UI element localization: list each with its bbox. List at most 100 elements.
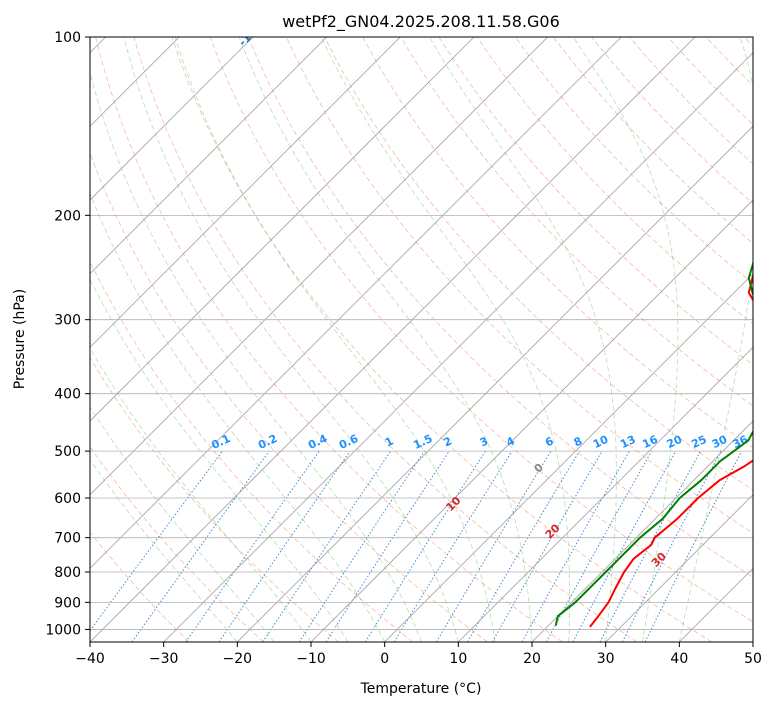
x-tick-label: 20: [523, 651, 541, 667]
moist-adiabat-label: 0: [532, 461, 546, 476]
mixing-ratio-label: 3: [478, 434, 490, 449]
isotherm-line: [90, 37, 254, 201]
moist-adiabat-line: [123, 37, 459, 642]
moist-adiabat-line: [90, 347, 312, 642]
isotherm-line: [237, 125, 753, 642]
moist-adiabat-line: [320, 37, 570, 642]
mixing-ratio-line: [599, 450, 701, 642]
mixing-ratio-line: [644, 450, 743, 642]
isotherm-line: [458, 346, 753, 642]
x-tick-label: −20: [223, 651, 253, 667]
mixing-ratio-line: [185, 450, 320, 642]
y-axis: 100 200 300 400 500 600 700 800 900 1000: [45, 30, 90, 638]
dry-adiabat-label: 30: [649, 549, 669, 569]
dry-adiabat-line: [90, 531, 190, 642]
mixing-ratio-label: 8: [572, 434, 584, 449]
isotherm-line: [679, 567, 753, 642]
y-tick-label: 400: [54, 387, 81, 403]
y-tick-label: 500: [54, 444, 81, 460]
x-tick-label: 50: [744, 651, 762, 667]
dry-adiabat-line: [247, 37, 753, 578]
mixing-ratio-line: [621, 450, 722, 642]
dry-adiabat-line: [171, 37, 712, 642]
mixing-ratio-label: 1: [383, 434, 395, 449]
dry-adiabat-label: 20: [543, 521, 563, 541]
dry-adiabat-line: [95, 37, 563, 642]
mixing-ratio-label: 13: [618, 433, 637, 451]
moist-adiabat-line: [90, 192, 386, 642]
dry-adiabat-line: [438, 37, 753, 366]
x-axis-label: Temperature (°C): [360, 681, 482, 697]
mixing-ratio-label: 25: [689, 433, 708, 451]
x-tick-label: 30: [597, 651, 615, 667]
mixing-ratio-label: 30: [710, 433, 730, 451]
isotherm-line: [90, 37, 327, 275]
y-tick-label: 100: [54, 30, 81, 46]
moist-adiabat-line: [572, 37, 679, 642]
x-tick-label: −30: [149, 651, 179, 667]
dry-adiabat-line: [400, 37, 753, 407]
gridlines: [90, 37, 753, 642]
isotherm-line: [310, 199, 753, 642]
mixing-ratio-line: [262, 450, 392, 642]
x-tick-label: −10: [296, 651, 326, 667]
y-tick-label: 200: [54, 208, 81, 224]
mixing-ratio-line: [218, 450, 351, 642]
mixing-ratio-line: [298, 450, 425, 642]
mixing-ratio-line: [325, 450, 450, 642]
moist-adiabat-line: [238, 37, 533, 642]
dry-adiabat-line: [514, 37, 753, 284]
dry-adiabat-line: [591, 37, 753, 204]
x-tick-label: −40: [75, 651, 105, 667]
series-layer: [554, 260, 753, 628]
dry-adiabat-line: [743, 37, 753, 47]
mixing-ratio-label: 0.1: [209, 432, 232, 452]
moist-adiabat-line: [90, 278, 349, 642]
dewpoint-line: [554, 260, 753, 626]
isotherm-line: [90, 37, 622, 569]
isotherm-line: [752, 641, 753, 642]
isotherm-line: [531, 420, 753, 642]
moist-adiabat-line: [678, 37, 753, 642]
mixing-ratio-line: [435, 450, 552, 642]
y-axis-label: Pressure (hPa): [12, 289, 28, 389]
mixing-ratio-label: 10: [591, 433, 611, 451]
isotherm-line: [90, 37, 401, 348]
dry-adiabat-line: [362, 37, 753, 449]
dry-adiabat-label: 40: [762, 578, 775, 598]
x-axis: −40 −30 −20 −10 0 10 20 30 40 50: [75, 642, 762, 667]
moist-adiabat-line: [174, 37, 496, 642]
y-tick-label: 700: [54, 531, 81, 547]
isotherm-line: [384, 273, 753, 642]
reference-arc-line: [0, 37, 64, 642]
isotherm-line: [163, 52, 753, 642]
dry-adiabat-line: [90, 260, 414, 642]
dry-adiabat-line: [90, 356, 339, 642]
isotherm-label: -100: [236, 20, 265, 49]
dry-adiabat-line: [90, 446, 264, 642]
x-tick-label: 40: [670, 651, 688, 667]
y-tick-label: 900: [54, 595, 81, 611]
mixing-ratio-label: 16: [640, 433, 660, 451]
isotherm-line: [90, 37, 475, 422]
dry-adiabat-line: [324, 37, 753, 491]
moist-adiabat-line: [90, 406, 275, 642]
mixing-ratio-label: 1.5: [411, 432, 434, 452]
isotherm-line: [90, 37, 696, 642]
moist-adiabat-line: [90, 70, 422, 642]
mixing-ratio-line: [364, 450, 486, 642]
y-tick-label: 1000: [45, 622, 81, 638]
isotherm-line: [90, 37, 548, 496]
dry-adiabat-line: [705, 37, 753, 86]
y-tick-label: 300: [54, 313, 81, 329]
moist-adiabat-line: [90, 459, 238, 642]
mixing-ratio-line: [545, 450, 653, 642]
mixing-ratio-label: 0.4: [306, 432, 329, 452]
y-tick-label: 800: [54, 565, 81, 581]
x-tick-label: 10: [449, 651, 467, 667]
dry-adiabat-line: [133, 37, 638, 642]
mixing-ratio-line: [393, 450, 513, 642]
mixing-ratio-label: 2: [442, 434, 454, 449]
y-tick-label: 600: [54, 491, 81, 507]
